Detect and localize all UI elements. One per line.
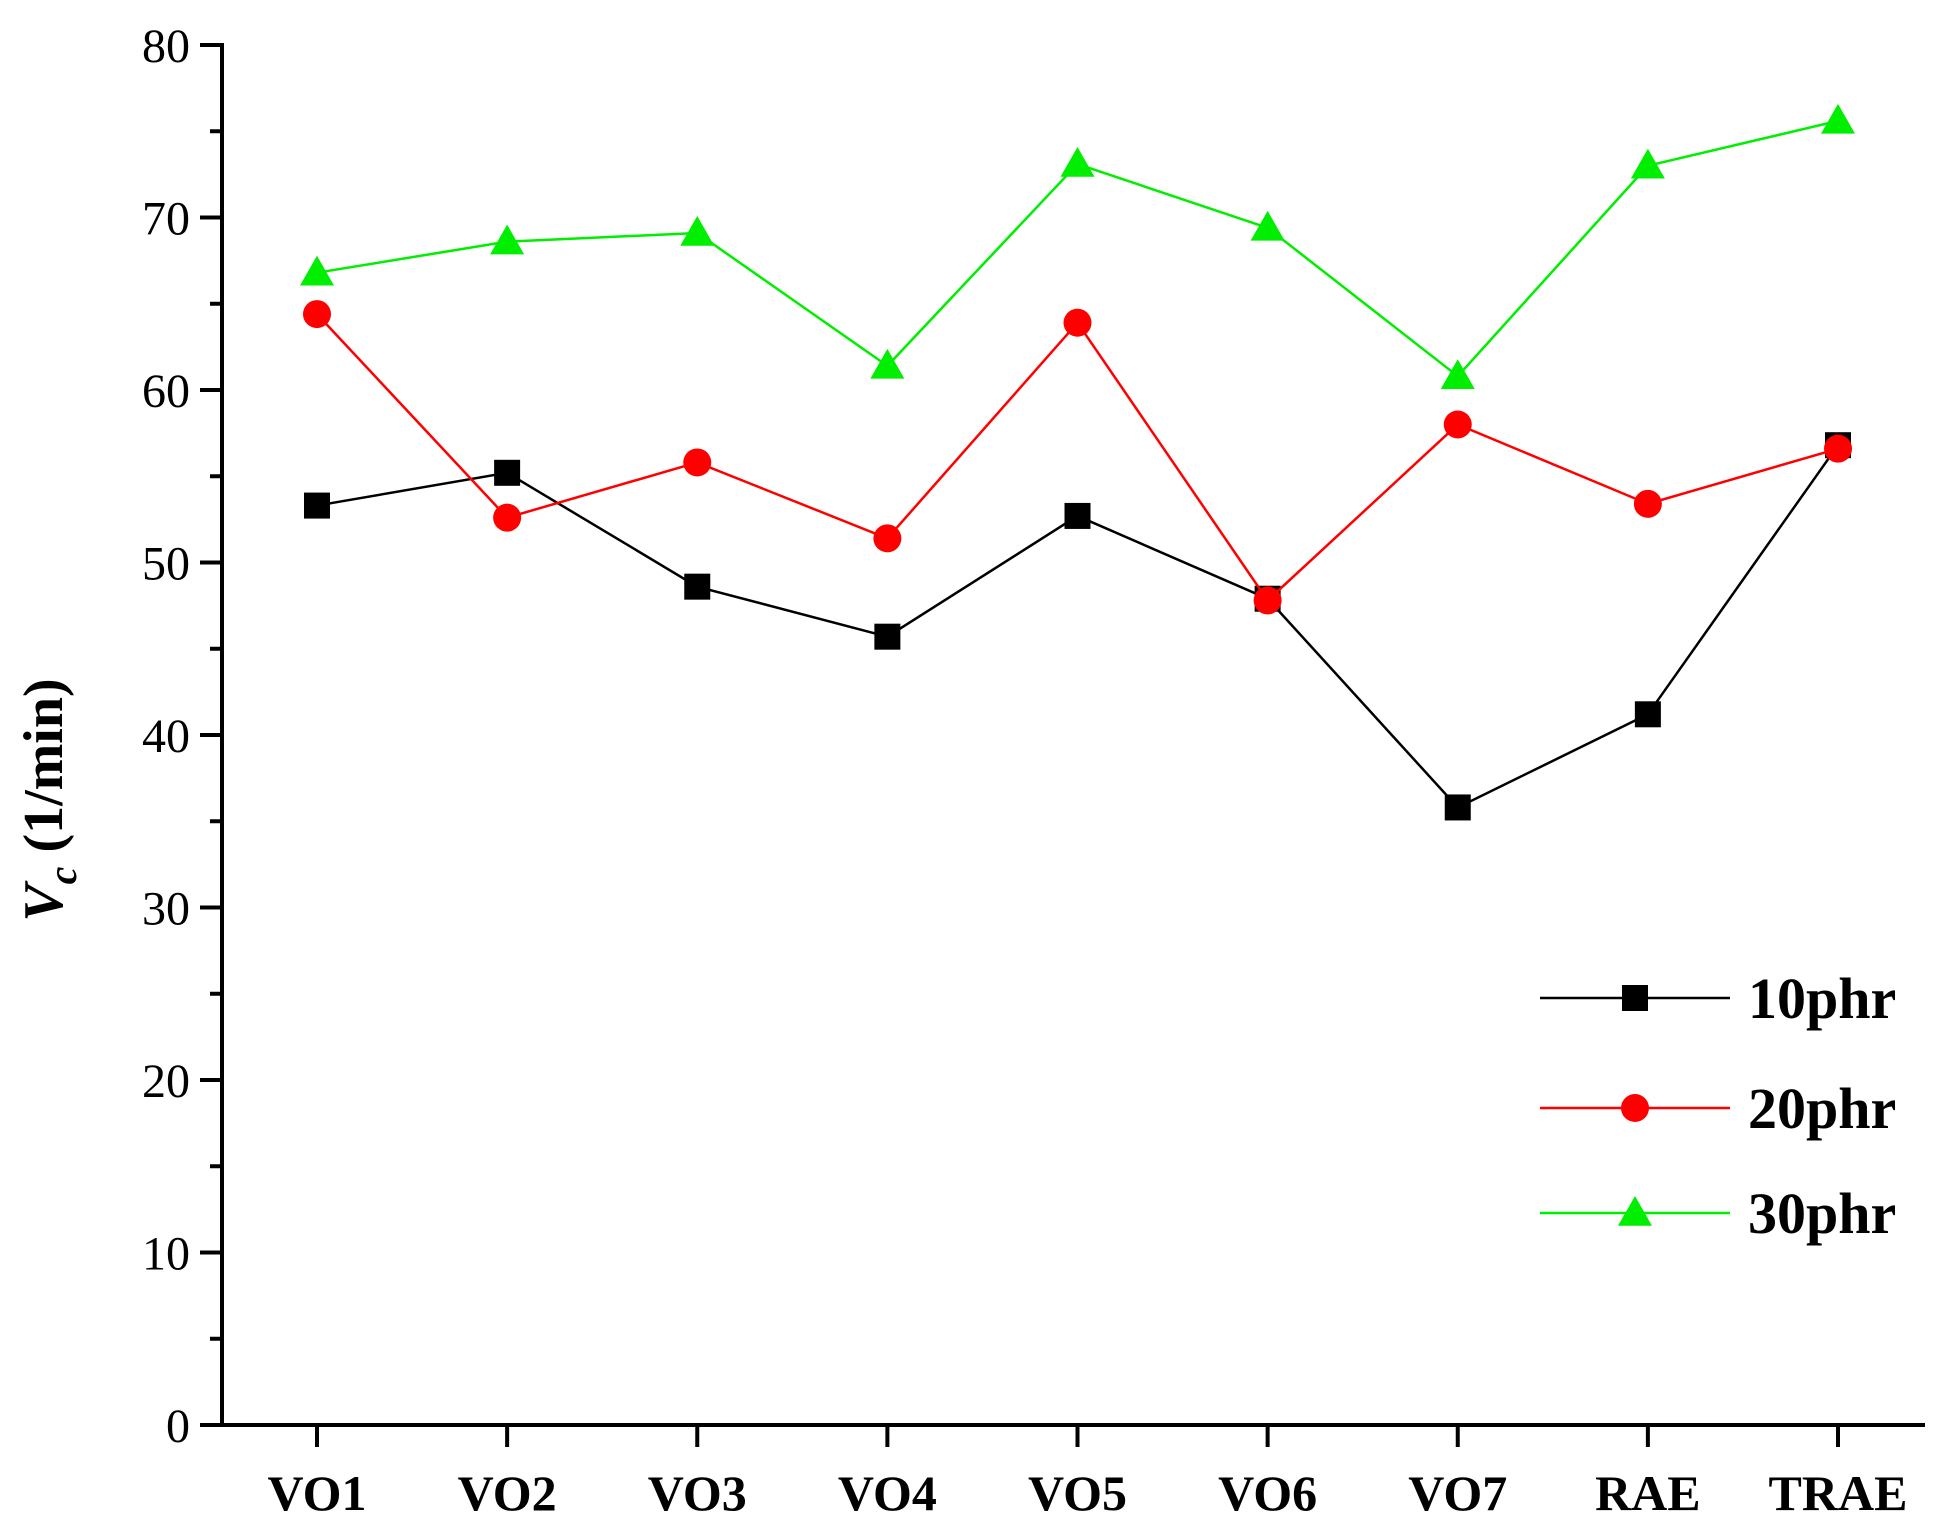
series-20phr [303, 300, 1852, 615]
series-line-10phr [316, 444, 1840, 809]
x-tick-label: VO7 [1408, 1465, 1507, 1521]
data-point-20phr [493, 503, 522, 532]
data-point-30phr [300, 255, 334, 286]
legend: 10phr 20phr 30phr [1540, 966, 1896, 1246]
legend-label: 30phr [1748, 1181, 1896, 1246]
data-point-10phr [304, 492, 330, 519]
y-axis-title-group: Vc (1/min) [13, 678, 85, 921]
y-axis-title-subscript: c [40, 866, 85, 884]
y-tick-label: 70 [142, 193, 190, 246]
data-point-20phr [1443, 410, 1472, 439]
data-point-30phr [1250, 210, 1285, 241]
data-point-10phr [494, 459, 521, 486]
series-layer [300, 103, 1855, 821]
data-point-10phr [1634, 701, 1661, 728]
axes-layer: 0 10 20 30 40 50 60 70 80 VO1 VO2 VO3 VO4 VO5 VO6 VO7 RA… [142, 20, 1925, 1521]
x-tick-label: VO6 [1218, 1465, 1317, 1521]
legend-item-30phr: 30phr [1540, 1181, 1896, 1246]
series-line-20phr [316, 313, 1839, 603]
data-point-20phr [303, 300, 331, 329]
y-tick-label: 80 [142, 20, 190, 73]
data-point-20phr [683, 448, 712, 477]
legend-item-20phr: 20phr [1540, 1076, 1896, 1141]
data-point-30phr [1060, 147, 1095, 177]
data-point-30phr [680, 216, 715, 246]
data-point-10phr [1064, 502, 1091, 529]
data-point-20phr [1063, 308, 1092, 337]
data-point-10phr [684, 573, 711, 600]
data-point-20phr [1824, 434, 1852, 463]
y-axis-title: Vc (1/min) [13, 678, 85, 921]
legend-label: 20phr [1748, 1076, 1896, 1141]
data-point-20phr [873, 524, 902, 553]
data-point-30phr [870, 348, 905, 379]
data-point-20phr [1253, 586, 1282, 615]
data-point-30phr [1630, 148, 1665, 179]
legend-marker [1618, 1196, 1652, 1226]
y-axis-title-main: V [13, 880, 75, 922]
y-tick-label: 30 [142, 883, 190, 936]
x-tick-label: TRAE [1769, 1465, 1908, 1521]
series-30phr [300, 103, 1855, 389]
data-point-30phr [490, 224, 525, 255]
y-tick-label: 40 [142, 710, 190, 763]
data-point-30phr [1440, 359, 1475, 389]
x-tick-label: VO5 [1028, 1465, 1127, 1521]
data-point-10phr [874, 623, 901, 650]
x-tick-label: VO4 [838, 1465, 937, 1521]
x-tick-label: VO3 [648, 1465, 747, 1521]
x-tick-label: VO1 [268, 1465, 367, 1521]
data-point-10phr [1444, 794, 1471, 821]
y-axis-title-unit: (1/min) [13, 678, 75, 866]
y-tick-label: 10 [142, 1228, 190, 1281]
x-tick-label: RAE [1595, 1465, 1701, 1521]
y-tick-label: 0 [166, 1400, 190, 1453]
y-tick-label: 60 [142, 365, 190, 418]
legend-label: 10phr [1748, 966, 1896, 1031]
legend-marker [1621, 1094, 1649, 1122]
data-point-30phr [1821, 103, 1855, 134]
legend-item-10phr: 10phr [1540, 966, 1896, 1031]
legend-marker [1622, 985, 1648, 1011]
y-tick-label: 20 [142, 1055, 190, 1108]
y-tick-label: 50 [142, 538, 190, 591]
data-point-20phr [1633, 489, 1662, 518]
x-tick-label: VO2 [458, 1465, 557, 1521]
